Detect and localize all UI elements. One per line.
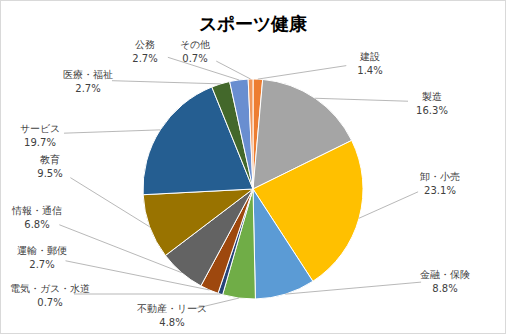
value-label: 0.7% bbox=[182, 53, 207, 64]
category-label: 建設 bbox=[359, 51, 380, 62]
pie-slice bbox=[230, 79, 253, 189]
pie-slice bbox=[253, 189, 313, 299]
leader-line bbox=[359, 192, 418, 218]
chart-frame bbox=[1, 1, 506, 334]
chart-title: スポーツ健康 bbox=[199, 13, 308, 34]
category-label: 医療・福祉 bbox=[63, 69, 113, 80]
value-label: 16.3% bbox=[416, 105, 448, 116]
category-label: 教育 bbox=[40, 154, 60, 165]
category-label: 製造 bbox=[422, 91, 442, 102]
pie-slice bbox=[143, 189, 253, 256]
leader-line bbox=[66, 261, 210, 290]
chart-svg: スポーツ健康建設 1.4% 製造 16.3% 卸・小売 23.1% 金融・保険 8.8% 不動産… bbox=[0, 0, 506, 334]
value-label: 2.7% bbox=[29, 259, 54, 270]
value-label: 6.8% bbox=[24, 219, 49, 230]
category-label: 金融・保険 bbox=[420, 269, 470, 280]
value-label: 2.7% bbox=[75, 83, 100, 94]
category-label: 不動産・リース bbox=[137, 303, 207, 314]
value-label: 19.7% bbox=[24, 137, 56, 148]
value-label: 1.4% bbox=[357, 65, 382, 76]
leader-line bbox=[315, 98, 408, 101]
value-label: 23.1% bbox=[424, 185, 456, 196]
leader-line bbox=[59, 225, 181, 273]
category-label: 卸・小売 bbox=[420, 171, 460, 182]
leader-line bbox=[70, 178, 149, 227]
category-label: 電気・ガス・水道 bbox=[10, 283, 90, 294]
leader-line bbox=[258, 66, 346, 79]
value-label: 2.7% bbox=[132, 53, 157, 64]
leader-line bbox=[216, 61, 250, 79]
value-label: 0.7% bbox=[37, 297, 62, 308]
category-label: 運輸・郵便 bbox=[17, 245, 67, 256]
leader-line bbox=[74, 294, 220, 295]
data-labels: 建設 1.4% 製造 16.3% 卸・小売 23.1% 金融・保険 8.8% 不動産・リース 4.… bbox=[10, 39, 470, 328]
leader-line bbox=[64, 130, 160, 133]
leader-line bbox=[112, 81, 221, 84]
value-label: 4.8% bbox=[159, 317, 184, 328]
chart-container: スポーツ健康建設 1.4% 製造 16.3% 卸・小売 23.1% 金融・保険 8.8% 不動産… bbox=[0, 0, 506, 334]
category-label: その他 bbox=[180, 39, 210, 50]
leader-line bbox=[285, 282, 421, 294]
category-label: サービス bbox=[20, 123, 60, 134]
category-label: 情報・通信 bbox=[11, 205, 62, 216]
category-label: 公務 bbox=[135, 39, 155, 50]
value-label: 8.8% bbox=[432, 283, 457, 294]
pie-slice bbox=[248, 79, 253, 189]
value-label: 9.5% bbox=[37, 168, 62, 179]
pie-group bbox=[143, 79, 363, 299]
